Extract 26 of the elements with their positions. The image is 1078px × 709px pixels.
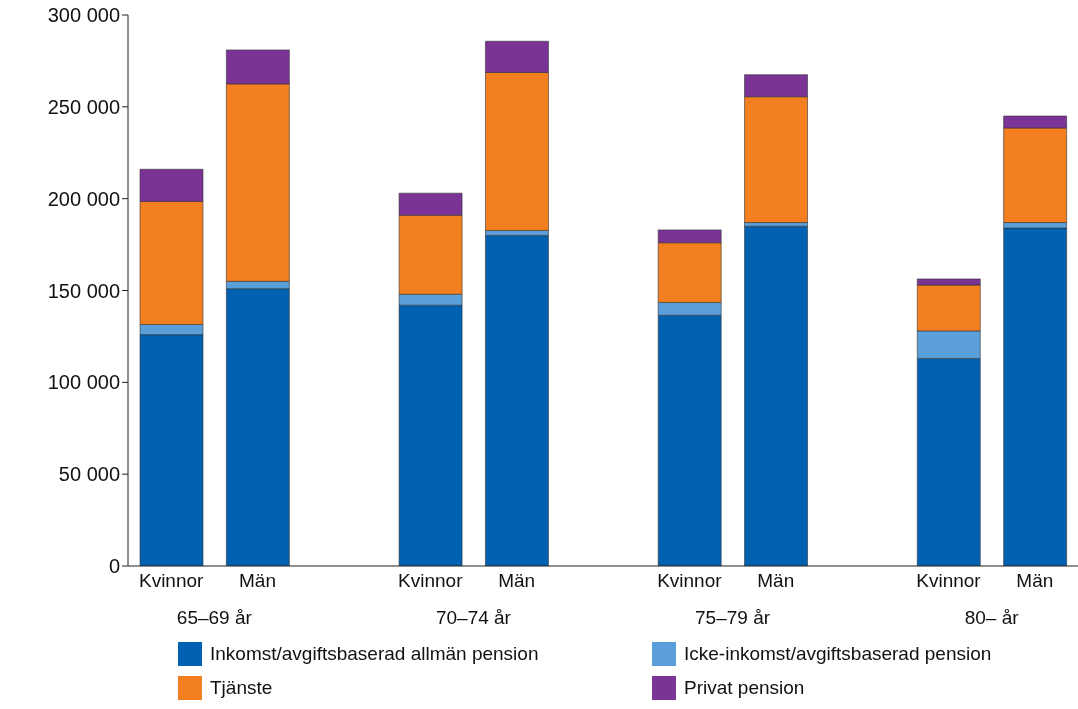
x-tick-label: Män: [498, 570, 536, 592]
text: 75–79 år: [695, 607, 771, 628]
x-tick-label: Kvinnor: [916, 570, 982, 592]
x-tick-label: Kvinnor: [138, 570, 205, 592]
x-tick-label: Män: [1016, 570, 1054, 592]
x-tick-label: Män: [757, 570, 795, 592]
legend-label: Tjänste: [210, 677, 273, 699]
legend-label: Icke-inkomst/avgiftsbaserad pension: [684, 643, 992, 665]
bar: [485, 235, 549, 566]
y-tick-label: 100 000: [47, 371, 120, 394]
text: 70–74 år: [435, 607, 512, 628]
bar: [1003, 227, 1067, 566]
y-tick-label: 300 000: [47, 4, 120, 27]
x-tick-label: Män: [239, 570, 277, 592]
bar: [744, 225, 808, 566]
y-tick-label: 200 000: [47, 187, 120, 210]
y-tick-label: 250 000: [47, 95, 120, 118]
legend-label: Inkomst/avgiftsbaserad allmän pension: [210, 643, 539, 665]
y-tick-label: 50 000: [58, 463, 120, 486]
y-tick-label: 0: [108, 555, 120, 578]
text: 65–69 år: [176, 607, 253, 628]
legend-label: Privat pension: [684, 677, 805, 699]
text: 80– år: [964, 607, 1020, 628]
x-tick-label: Kvinnor: [657, 570, 723, 592]
x-tick-label: Kvinnor: [398, 570, 464, 592]
y-tick-label: 150 000: [47, 279, 120, 302]
